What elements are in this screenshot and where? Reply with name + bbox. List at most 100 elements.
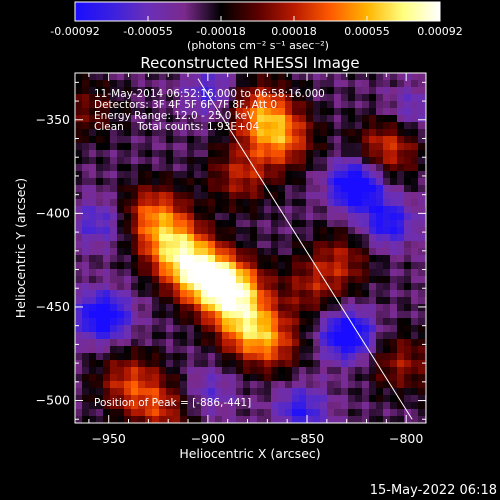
heatmap-cell <box>145 220 153 228</box>
heatmap-cell <box>327 276 335 284</box>
heatmap-cell <box>411 108 419 116</box>
heatmap-cell <box>145 206 153 214</box>
heatmap-cell <box>369 388 377 396</box>
heatmap-cell <box>110 374 118 382</box>
heatmap-cell <box>82 234 90 242</box>
heatmap-cell <box>222 318 230 326</box>
heatmap-cell <box>201 248 209 256</box>
heatmap-cell <box>82 276 90 284</box>
heatmap-cell <box>166 360 174 368</box>
heatmap-cell <box>110 80 118 88</box>
heatmap-cell <box>82 80 90 88</box>
heatmap-cell <box>110 269 118 277</box>
heatmap-cell <box>362 94 370 102</box>
heatmap-cell <box>306 409 314 417</box>
heatmap-cell <box>271 304 279 312</box>
heatmap-cell <box>320 283 328 291</box>
heatmap-cell <box>411 115 419 123</box>
heatmap-cell <box>418 157 426 165</box>
heatmap-cell <box>278 332 286 340</box>
heatmap-cell <box>418 304 426 312</box>
heatmap-cell <box>341 157 349 165</box>
heatmap-cell <box>369 339 377 347</box>
heatmap-cell <box>271 367 279 375</box>
heatmap-cell <box>320 346 328 354</box>
heatmap-cell <box>250 199 258 207</box>
heatmap-cell <box>257 339 265 347</box>
heatmap-cell <box>243 276 251 284</box>
heatmap-cell <box>208 304 216 312</box>
heatmap-cell <box>110 122 118 130</box>
heatmap-cell <box>327 213 335 221</box>
heatmap-cell <box>383 80 391 88</box>
heatmap-cell <box>138 185 146 193</box>
heatmap-cell <box>89 185 97 193</box>
heatmap-cell <box>75 325 83 333</box>
heatmap-cell <box>152 220 160 228</box>
heatmap-cell <box>180 311 188 319</box>
heatmap-cell <box>243 297 251 305</box>
heatmap-cell <box>257 276 265 284</box>
heatmap-cell <box>264 129 272 137</box>
heatmap-cell <box>334 262 342 270</box>
heatmap-cell <box>320 73 328 81</box>
heatmap-cell <box>292 381 300 389</box>
heatmap-cell <box>96 318 104 326</box>
heatmap-cell <box>250 353 258 361</box>
heatmap-cell <box>299 248 307 256</box>
heatmap-cell <box>397 311 405 319</box>
heatmap-cell <box>369 409 377 417</box>
heatmap-cell <box>110 241 118 249</box>
heatmap-cell <box>138 241 146 249</box>
heatmap-cell <box>215 185 223 193</box>
heatmap-cell <box>285 87 293 95</box>
heatmap-cell <box>257 297 265 305</box>
heatmap-cell <box>159 206 167 214</box>
heatmap-cell <box>236 374 244 382</box>
heatmap-cell <box>341 234 349 242</box>
heatmap-cell <box>404 143 412 151</box>
heatmap-cell <box>152 185 160 193</box>
heatmap-cell <box>299 136 307 144</box>
heatmap-cell <box>236 248 244 256</box>
heatmap-cell <box>89 311 97 319</box>
heatmap-cell <box>173 304 181 312</box>
heatmap-cell <box>138 248 146 256</box>
heatmap-cell <box>264 171 272 179</box>
heatmap-cell <box>355 297 363 305</box>
heatmap-cell <box>201 101 209 109</box>
heatmap-cell <box>362 115 370 123</box>
heatmap-cell <box>411 157 419 165</box>
heatmap-cell <box>180 192 188 200</box>
heatmap-cell <box>362 248 370 256</box>
heatmap-cell <box>75 164 83 172</box>
heatmap-cell <box>124 220 132 228</box>
heatmap-cell <box>320 416 328 423</box>
heatmap-cell <box>173 248 181 256</box>
heatmap-cell <box>138 381 146 389</box>
heatmap-cell <box>208 199 216 207</box>
heatmap-cell <box>194 115 202 123</box>
heatmap-cell <box>341 150 349 158</box>
heatmap-cell <box>271 332 279 340</box>
heatmap-cell <box>376 409 384 417</box>
heatmap-cell <box>362 234 370 242</box>
heatmap-cell <box>89 136 97 144</box>
heatmap-cell <box>96 325 104 333</box>
heatmap-cell <box>271 178 279 186</box>
heatmap-cell <box>271 80 279 88</box>
heatmap-cell <box>418 164 426 172</box>
heatmap-cell <box>82 94 90 102</box>
heatmap-cell <box>145 143 153 151</box>
heatmap-cell <box>327 234 335 242</box>
heatmap-cell <box>75 381 83 389</box>
heatmap-cell <box>243 290 251 298</box>
heatmap-cell <box>362 290 370 298</box>
heatmap-cell <box>89 171 97 179</box>
heatmap-cell <box>306 115 314 123</box>
heatmap-cell <box>271 255 279 263</box>
heatmap-cell <box>355 388 363 396</box>
heatmap-cell <box>96 206 104 214</box>
heatmap-cell <box>145 178 153 186</box>
heatmap-cell <box>166 381 174 389</box>
